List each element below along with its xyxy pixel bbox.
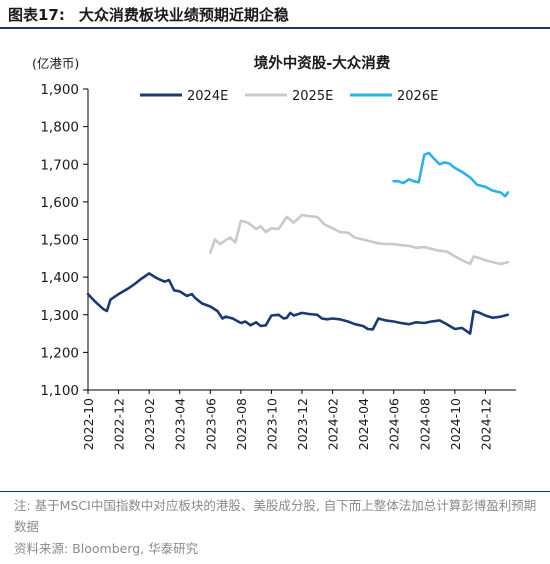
- x-tick-label-2024-08: 2024-08: [417, 398, 432, 450]
- x-tick-label-2024-12: 2024-12: [478, 398, 493, 450]
- y-tick-label-1300: 1,300: [40, 308, 79, 324]
- y-tick-label-1400: 1,400: [40, 270, 79, 286]
- unit-label: (亿港币): [32, 56, 80, 71]
- y-tick-label-1500: 1,500: [40, 233, 79, 249]
- y-tick-label-1700: 1,700: [40, 157, 79, 173]
- x-tick-label-2023-06: 2023-06: [203, 398, 218, 450]
- y-tick-label-1900: 1,900: [40, 82, 79, 98]
- series-line-2024E: [86, 272, 510, 335]
- footnote: 注: 基于MSCI中国指数中对应板块的港股、美股成分股, 自下而上整体法加总计算…: [14, 498, 537, 534]
- legend-label-2025E: 2025E: [292, 89, 333, 104]
- x-tick-label-2023-04: 2023-04: [173, 398, 188, 450]
- legend-label-2024E: 2024E: [187, 89, 228, 104]
- footer-rule: [0, 491, 550, 492]
- y-tick-label-1100: 1,100: [40, 383, 79, 399]
- figure-label: 图表17:: [8, 6, 65, 24]
- source-line: 资料来源: Bloomberg, 华泰研究: [14, 541, 199, 556]
- x-tick-label-2022-10: 2022-10: [81, 398, 96, 450]
- x-tick-label-2024-10: 2024-10: [448, 398, 463, 450]
- x-tick-label-2023-08: 2023-08: [234, 398, 249, 450]
- y-tick-label-1600: 1,600: [40, 195, 79, 211]
- chart-title: 境外中资股-大众消费: [254, 54, 391, 72]
- x-tick-label-2023-10: 2023-10: [264, 398, 279, 450]
- x-tick-label-2024-02: 2024-02: [326, 398, 341, 450]
- x-tick-label-2024-06: 2024-06: [387, 398, 402, 450]
- series-line-2025E: [209, 213, 510, 266]
- x-tick-label-2023-02: 2023-02: [142, 398, 157, 450]
- x-tick-label-2024-04: 2024-04: [356, 398, 371, 450]
- figure-title-text: 大众消费板块业绩预期近期企稳: [78, 6, 289, 24]
- legend-label-2026E: 2026E: [397, 89, 438, 104]
- y-tick-label-1200: 1,200: [40, 345, 79, 361]
- x-tick-label-2022-12: 2022-12: [112, 398, 127, 450]
- y-tick-label-1800: 1,800: [40, 120, 79, 136]
- figure-title: 图表17: 大众消费板块业绩预期近期企稳: [8, 4, 289, 25]
- title-rule: [0, 27, 550, 29]
- series-line-2026E: [392, 151, 510, 198]
- line-chart: 境外中资股-大众消费 2024E 2025E 2026E 1,100 1,200 1,300…: [40, 54, 516, 450]
- x-tick-label-2023-12: 2023-12: [295, 398, 310, 450]
